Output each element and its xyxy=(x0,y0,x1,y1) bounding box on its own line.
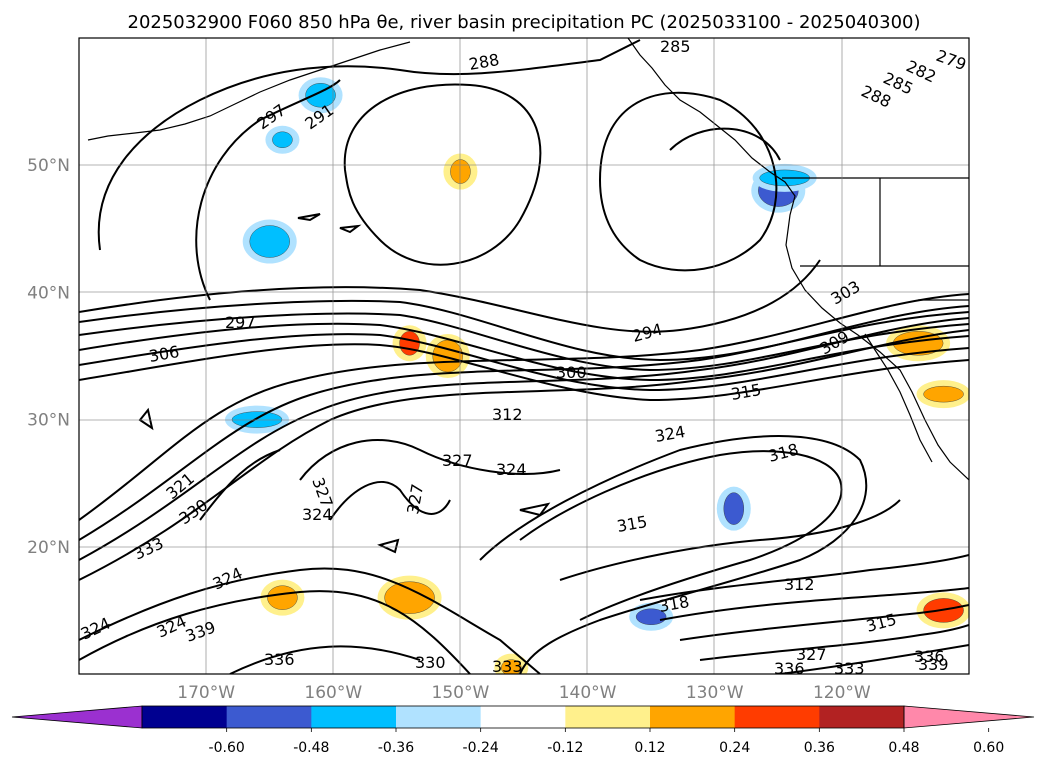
contour-label: 333 xyxy=(834,659,865,678)
precip-patch xyxy=(923,385,964,403)
colorbar-tick-label: -0.12 xyxy=(547,740,583,756)
colorbar-segment xyxy=(396,706,482,728)
colorbar-tick-label: -0.36 xyxy=(378,740,414,756)
contour-label: 300 xyxy=(556,363,587,382)
contour-label: 336 xyxy=(774,659,805,678)
latitude-tick-labels: 50°N 40°N 30°N 20°N xyxy=(27,156,70,558)
precip-patch xyxy=(450,159,471,184)
lon-tick-label: 170°W xyxy=(177,683,235,703)
colorbar-segment xyxy=(565,706,651,728)
contour-label: 312 xyxy=(492,405,523,424)
colorbar-tick-label: 0.24 xyxy=(719,740,750,756)
precip-patch xyxy=(501,659,522,674)
contour-label: 336 xyxy=(914,647,945,666)
colorbar-segment xyxy=(819,706,905,728)
precip-patch xyxy=(267,585,298,610)
colorbar-tick-label: -0.48 xyxy=(293,740,329,756)
lon-tick-label: 130°W xyxy=(686,683,744,703)
colorbar-tick-label: 0.12 xyxy=(634,740,665,756)
colorbar-tick-label: -0.24 xyxy=(463,740,499,756)
precip-patch xyxy=(384,581,435,614)
colorbar-segment xyxy=(650,706,736,728)
contour-label: 333 xyxy=(492,657,523,676)
colorbar-tick-labels: -0.60 -0.48 -0.36 -0.24 -0.12 0.12 0.24 0.36 0.4… xyxy=(209,728,1004,756)
precip-patch xyxy=(432,339,463,373)
contour-label: 324 xyxy=(302,505,333,524)
colorbar xyxy=(11,705,1035,729)
precip-patch xyxy=(249,225,290,258)
precip-patch xyxy=(635,608,667,625)
lon-tick-label: 140°W xyxy=(559,683,617,703)
lat-tick-label: 50°N xyxy=(27,156,70,176)
colorbar-extend-low xyxy=(11,705,143,729)
contour-label: 336 xyxy=(264,650,295,669)
precip-patch xyxy=(272,131,293,148)
colorbar-outline xyxy=(141,705,905,729)
colorbar-segment xyxy=(311,706,397,728)
colorbar-extend-high xyxy=(903,705,1035,729)
colorbar-tick-label: 0.60 xyxy=(973,740,1004,756)
contour-label: 327 xyxy=(796,645,827,664)
contour-label: 327 xyxy=(442,451,473,470)
map-frame xyxy=(78,37,970,675)
lat-tick-label: 30°N xyxy=(27,411,70,431)
colorbar-tick-label: 0.36 xyxy=(804,740,835,756)
contour-label: 297 xyxy=(225,313,256,332)
colorbar-segment xyxy=(142,706,228,728)
precip-patch xyxy=(723,492,744,525)
contour-label: 324 xyxy=(496,460,527,479)
figure-title: 2025032900 F060 850 hPa θe, river basin … xyxy=(128,12,921,33)
theta-e-contours xyxy=(79,39,969,674)
lon-tick-label: 120°W xyxy=(813,683,871,703)
contour-label: 339 xyxy=(918,655,949,674)
precip-patch xyxy=(399,331,420,356)
lon-tick-label: 150°W xyxy=(432,683,490,703)
colorbar-tick-label: -0.60 xyxy=(209,740,245,756)
contour-label: 312 xyxy=(784,575,815,594)
lat-tick-label: 40°N xyxy=(27,283,70,303)
contour-label: 330 xyxy=(415,653,446,672)
gridlines xyxy=(79,38,969,674)
colorbar-segment xyxy=(226,706,312,728)
map-area: 288 285 279 282 285 288 297 291 297 306 … xyxy=(79,37,969,678)
contour-label: 285 xyxy=(660,37,691,56)
lon-tick-label: 160°W xyxy=(304,683,362,703)
longitude-tick-labels: 170°W 160°W 150°W 140°W 130°W 120°W xyxy=(177,683,871,703)
colorbar-tick-label: 0.48 xyxy=(888,740,919,756)
colorbar-segment xyxy=(480,706,566,728)
lat-tick-label: 20°N xyxy=(27,538,70,558)
coastlines xyxy=(87,38,969,481)
colorbar-segment xyxy=(734,706,820,728)
